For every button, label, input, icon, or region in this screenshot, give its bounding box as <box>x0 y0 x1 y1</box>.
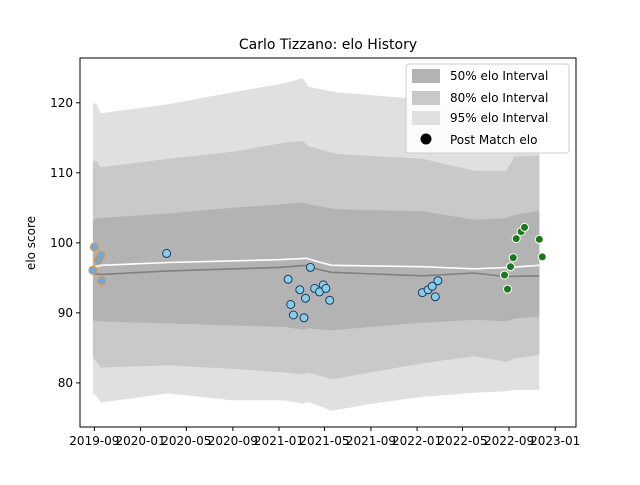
y-tick-label: 120 <box>50 96 73 110</box>
x-tick-label: 2020-01 <box>115 434 165 448</box>
post-match-point <box>162 248 172 258</box>
legend-swatch-95 <box>412 111 440 125</box>
x-tick-label: 2022-01 <box>392 434 442 448</box>
legend: 50% elo Interval 80% elo Interval 95% el… <box>405 63 570 154</box>
y-tick-label: 80 <box>58 376 73 390</box>
x-tick-label: 2021-09 <box>346 434 396 448</box>
post-match-point <box>321 283 331 293</box>
post-match-point <box>537 252 547 262</box>
legend-label-80: 80% elo Interval <box>450 91 548 105</box>
y-tick-label: 100 <box>50 236 73 250</box>
y-tick-label: 90 <box>58 306 73 320</box>
legend-swatch-50 <box>412 69 440 83</box>
post-match-point <box>508 253 518 263</box>
legend-swatch-80 <box>412 91 440 105</box>
x-tick-label: 2022-09 <box>484 434 534 448</box>
post-match-point <box>520 222 529 232</box>
elo-series-line-1 <box>92 264 540 278</box>
legend-label-95: 95% elo Interval <box>450 111 548 125</box>
legend-marker-post-match <box>420 133 432 145</box>
post-match-point <box>96 251 106 260</box>
post-match-point <box>325 295 335 305</box>
post-match-point <box>500 270 509 280</box>
post-match-point <box>433 276 443 286</box>
x-tick-label: 2021-01 <box>254 434 304 448</box>
post-match-point <box>286 300 296 309</box>
legend-label-post-match: Post Match elo <box>450 133 537 147</box>
legend-box <box>405 63 570 154</box>
elo-series-line-0 <box>92 257 540 270</box>
post-match-point <box>506 262 515 272</box>
post-match-point <box>97 276 107 286</box>
legend-label-50: 50% elo Interval <box>450 69 548 83</box>
post-match-point <box>430 292 440 302</box>
chart-title: Carlo Tizzano: elo History <box>239 37 417 53</box>
post-match-point <box>283 274 293 284</box>
x-tick-label: 2020-09 <box>208 434 258 448</box>
post-match-point <box>301 293 310 303</box>
post-match-point <box>427 281 437 291</box>
x-tick-label: 2021-05 <box>299 434 349 448</box>
x-axis: 2019-092020-012020-052020-092021-012021-… <box>69 427 580 448</box>
y-tick-label: 110 <box>50 166 73 180</box>
x-tick-label: 2019-09 <box>69 434 119 448</box>
x-tick-label: 2023-01 <box>530 434 580 448</box>
post-match-point <box>503 284 512 294</box>
x-tick-label: 2020-05 <box>161 434 211 448</box>
post-match-point <box>295 285 305 295</box>
interval-band-2 <box>92 202 540 331</box>
post-match-point <box>299 313 309 323</box>
post-match-point <box>288 310 298 320</box>
post-match-point <box>305 262 315 272</box>
x-tick-label: 2022-05 <box>437 434 487 448</box>
y-axis: 80 90 100 110 120 <box>50 96 80 390</box>
post-match-point <box>88 265 98 275</box>
y-axis-label: elo score <box>24 216 38 270</box>
post-match-point <box>511 234 521 244</box>
plot-area <box>88 78 547 411</box>
post-match-point <box>534 234 544 244</box>
post-match-point <box>89 242 99 252</box>
